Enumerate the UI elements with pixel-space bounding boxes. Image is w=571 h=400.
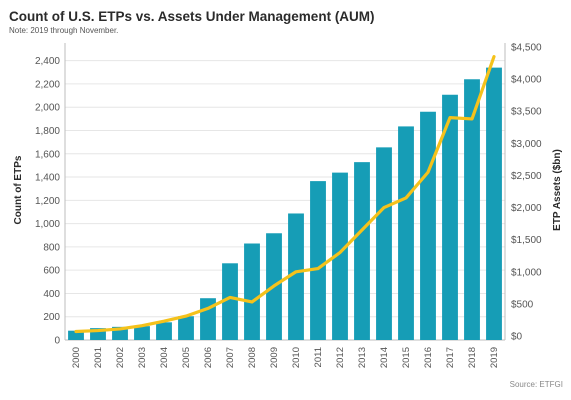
- bar-2013: [354, 162, 370, 340]
- left-tick-label: 0: [54, 336, 60, 347]
- x-tick-label: 2006: [203, 347, 214, 368]
- x-tick-label: 2010: [291, 347, 302, 368]
- chart-note: Note: 2019 through November.: [9, 26, 119, 35]
- x-tick-label: 2017: [445, 347, 456, 368]
- x-tick-label: 2015: [401, 347, 412, 368]
- x-tick-label: 2005: [181, 347, 192, 368]
- x-tick-label: 2003: [137, 347, 148, 368]
- bar-2000: [68, 330, 84, 340]
- bar-series: [68, 67, 502, 341]
- right-tick-label: $1,500: [511, 235, 542, 246]
- right-tick-label: $0: [511, 332, 523, 343]
- left-tick-label: 400: [43, 289, 60, 300]
- x-axis-ticks: 2000 2001 2002 2003 2004 2005 2006 2007 2008 2009…: [71, 347, 500, 368]
- bar-2004: [156, 322, 172, 340]
- bar-2007: [222, 263, 238, 340]
- x-tick-label: 2013: [357, 347, 368, 368]
- bar-2019: [486, 67, 502, 341]
- line-series: [74, 55, 496, 334]
- bar-2014: [376, 147, 392, 340]
- left-tick-label: 1,400: [35, 173, 60, 184]
- right-tick-label: $500: [511, 299, 534, 310]
- x-tick-label: 2018: [467, 347, 478, 368]
- right-axis-title: ETP Assets ($bn): [552, 149, 563, 231]
- x-tick-label: 2011: [313, 347, 324, 367]
- source-note: Source: ETFGI: [509, 380, 563, 389]
- gridlines: [64, 43, 506, 341]
- bar-2003: [134, 326, 150, 340]
- bar-2012: [332, 172, 348, 340]
- right-tick-label: $3,000: [511, 139, 542, 150]
- x-tick-label: 2014: [379, 347, 390, 368]
- bar-2018: [464, 79, 480, 340]
- left-tick-label: 2,000: [35, 103, 60, 114]
- bar-2001: [90, 328, 106, 340]
- aum-line: [74, 55, 496, 334]
- bar-2005: [178, 316, 194, 340]
- x-tick-label: 2008: [247, 347, 258, 368]
- x-tick-label: 2000: [71, 347, 82, 368]
- x-tick-label: 2001: [93, 347, 104, 368]
- x-tick-label: 2009: [269, 347, 280, 368]
- right-axis-ticks: $0 $500 $1,000 $1,500 $2,000 $2,500 $3,000 $3,5…: [511, 43, 542, 343]
- left-tick-label: 1,600: [35, 149, 60, 160]
- left-tick-label: 1,800: [35, 126, 60, 137]
- left-tick-label: 800: [43, 242, 60, 253]
- x-tick-label: 2004: [159, 347, 170, 368]
- x-tick-label: 2012: [335, 347, 346, 368]
- bar-2010: [288, 213, 304, 340]
- x-tick-label: 2002: [115, 347, 126, 368]
- left-axis-title: Count of ETPs: [13, 155, 24, 224]
- left-tick-label: 600: [43, 266, 60, 277]
- right-tick-label: $3,500: [511, 107, 542, 118]
- bar-2017: [442, 94, 458, 340]
- right-tick-label: $2,500: [511, 171, 542, 182]
- left-tick-label: 2,200: [35, 79, 60, 90]
- bar-2016: [420, 111, 436, 341]
- bar-2015: [398, 126, 414, 340]
- bar-2011: [310, 181, 326, 340]
- right-tick-label: $1,000: [511, 267, 542, 278]
- x-tick-label: 2016: [423, 347, 434, 368]
- chart-title: Count of U.S. ETPs vs. Assets Under Mana…: [9, 9, 375, 24]
- left-tick-label: 200: [43, 312, 60, 323]
- left-axis-ticks: 0 200 400 600 800 1,000 1,200 1,400 1,600 1,800 2,…: [35, 56, 60, 346]
- x-tick-label: 2007: [225, 347, 236, 368]
- right-tick-label: $2,000: [511, 203, 542, 214]
- left-tick-label: 1,200: [35, 196, 60, 207]
- x-tick-label: 2019: [489, 347, 500, 368]
- left-tick-label: 2,400: [35, 56, 60, 67]
- right-tick-label: $4,500: [511, 43, 542, 54]
- left-tick-label: 1,000: [35, 219, 60, 230]
- bar-2008: [244, 243, 260, 340]
- right-tick-label: $4,000: [511, 75, 542, 86]
